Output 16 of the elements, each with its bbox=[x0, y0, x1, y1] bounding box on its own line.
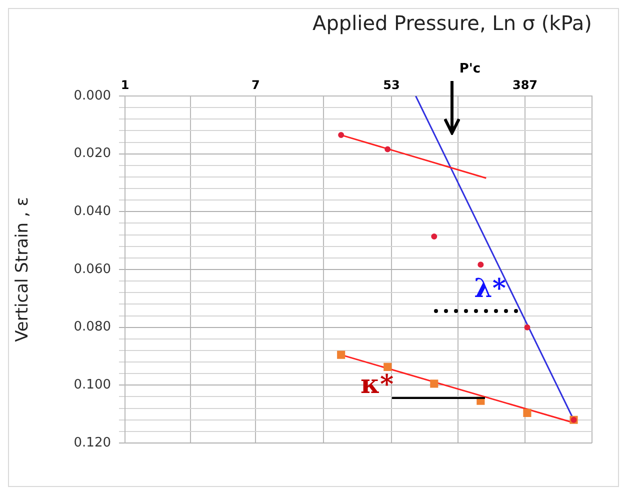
y-tick-label: 0.100 bbox=[74, 378, 111, 393]
y-tick-label: 0.120 bbox=[74, 435, 111, 450]
annotation: κ* bbox=[360, 370, 394, 400]
y-tick-label: 0.080 bbox=[74, 320, 111, 335]
y-tick-label: 0.020 bbox=[74, 146, 111, 162]
annotation: λ* bbox=[474, 274, 506, 304]
y-axis-title: Vertical Strain , ε bbox=[12, 197, 33, 342]
y-tick-label: 0.060 bbox=[74, 262, 111, 277]
x-tick-label: 1 bbox=[120, 78, 130, 92]
x-tick-label: 387 bbox=[512, 78, 538, 92]
y-tick-label: 0.040 bbox=[74, 204, 111, 220]
x-axis-title: Applied Pressure, Ln σ (kPa) bbox=[312, 11, 592, 36]
y-tick-label: 0.000 bbox=[74, 88, 111, 104]
x-tick-label: 7 bbox=[251, 78, 260, 92]
text: P'c bbox=[459, 61, 481, 76]
x-tick-label: 53 bbox=[383, 78, 400, 92]
